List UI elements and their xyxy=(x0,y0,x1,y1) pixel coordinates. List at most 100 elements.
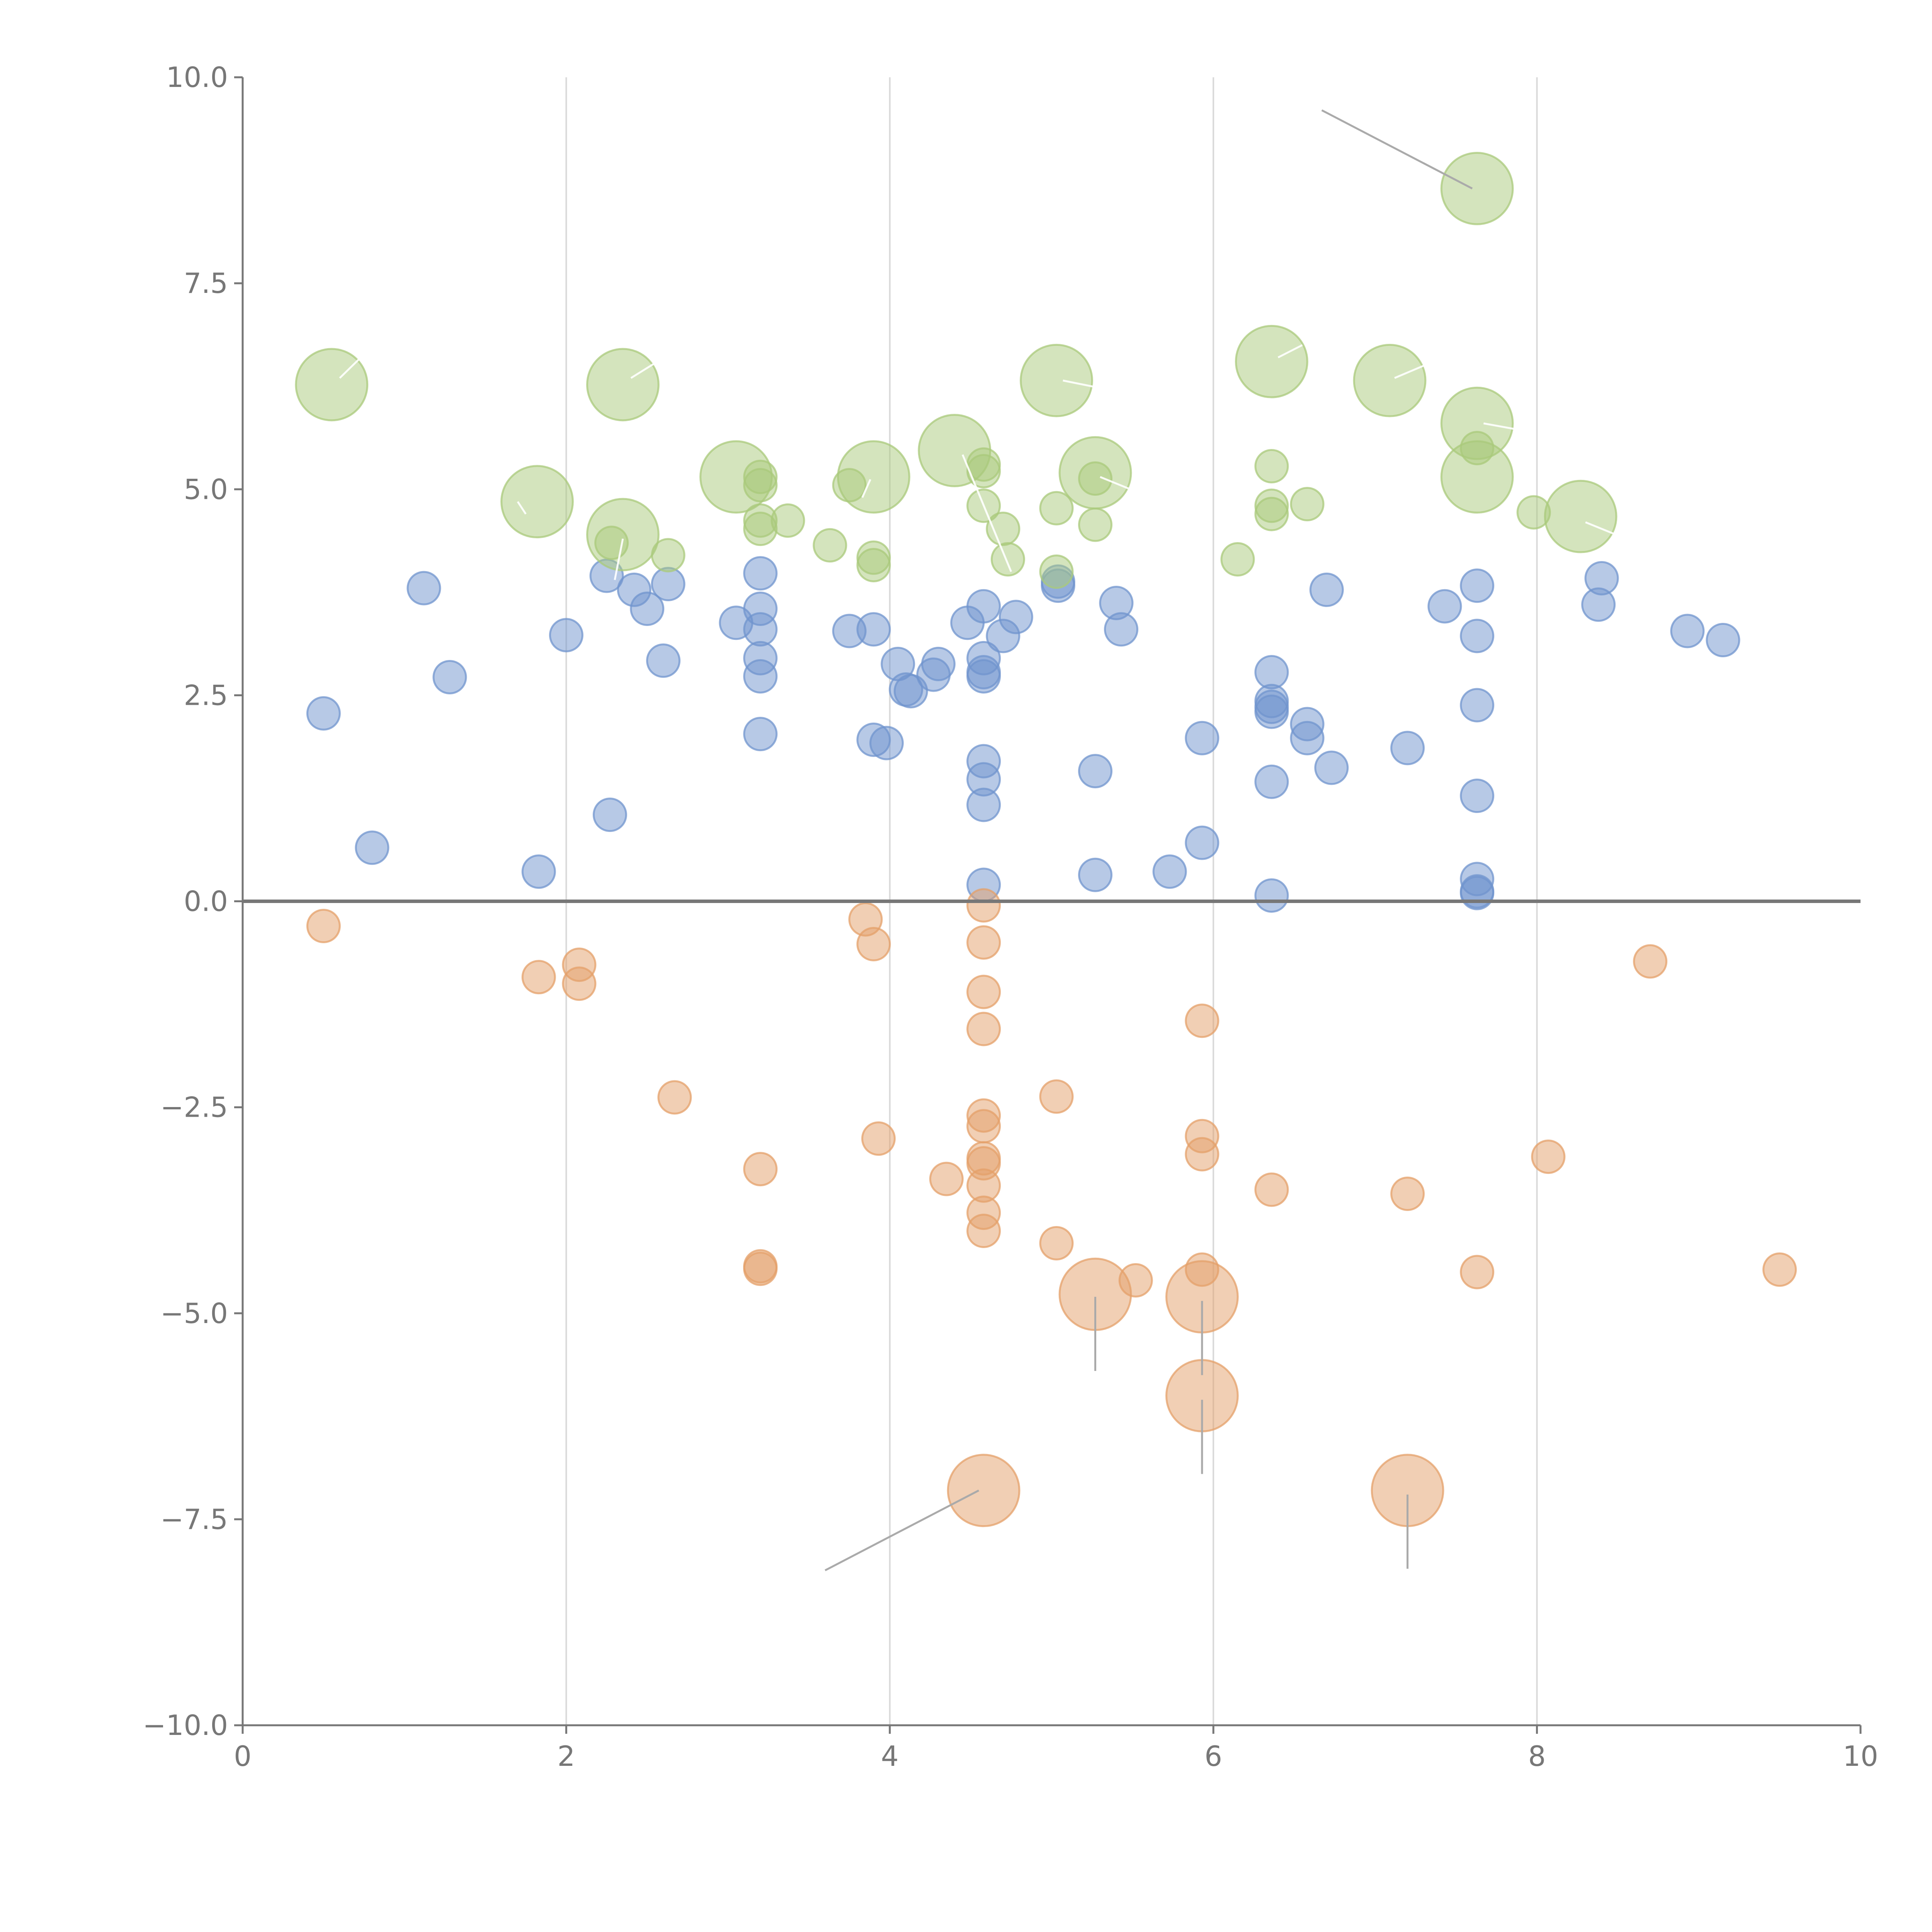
y-tick-label: 5.0 xyxy=(184,473,228,505)
data-point-blue xyxy=(1427,589,1462,624)
annotation-leader-line xyxy=(825,1490,980,1571)
data-point-orange xyxy=(1460,1255,1495,1289)
data-point-orange xyxy=(1390,1177,1425,1211)
data-point-blue xyxy=(1460,568,1495,603)
data-point-green xyxy=(1220,542,1255,577)
data-point-green xyxy=(1353,344,1427,417)
data-point-orange xyxy=(966,1214,1001,1248)
data-point-blue xyxy=(743,659,778,694)
y-tick-label: 7.5 xyxy=(184,267,228,299)
data-point-blue xyxy=(432,660,467,694)
series-green xyxy=(295,151,1617,589)
series-blue xyxy=(306,556,1740,913)
data-point-blue xyxy=(1254,694,1289,729)
data-point-orange xyxy=(1185,1003,1219,1038)
y-tick-label: −7.5 xyxy=(160,1503,228,1536)
y-tick-label: 0.0 xyxy=(184,885,228,918)
data-point-orange xyxy=(1254,1172,1289,1207)
x-tick-label: 0 xyxy=(234,1740,252,1772)
data-point-orange xyxy=(1039,1079,1074,1114)
data-point-green xyxy=(651,538,685,573)
annotation-leader-line xyxy=(1483,422,1529,433)
data-point-green xyxy=(1078,507,1113,542)
data-point-green xyxy=(295,348,369,422)
axes: 10.0 7.5 5.0 2.5 0.0 −2.5 −5.0 −7.5 −10.00 2 4 6 8 10 xyxy=(143,61,1878,1772)
data-point-green xyxy=(1039,554,1074,589)
data-point-blue xyxy=(1185,825,1219,860)
data-point-blue xyxy=(1254,764,1289,799)
x-tick-label: 2 xyxy=(557,1740,575,1772)
data-point-green xyxy=(1254,497,1289,531)
series-orange xyxy=(306,888,1797,1527)
data-point-orange xyxy=(1531,1139,1566,1174)
data-point-blue xyxy=(743,556,778,591)
annotation-leader-line xyxy=(517,501,527,515)
data-point-green xyxy=(1020,344,1093,417)
data-point-blue xyxy=(1460,619,1495,653)
data-point-blue xyxy=(743,612,778,647)
annotation-leader-line xyxy=(1063,379,1141,397)
y-tick-label: 2.5 xyxy=(184,679,228,711)
data-point-blue xyxy=(306,696,341,731)
annotation-leader-line xyxy=(1100,476,1141,495)
data-point-orange xyxy=(966,1109,1001,1144)
data-point-blue xyxy=(998,600,1033,634)
data-point-orange xyxy=(966,1012,1001,1046)
y-tick-label: 10.0 xyxy=(166,61,228,94)
annotation-leader-line xyxy=(1277,344,1303,359)
data-point-blue xyxy=(1078,857,1113,892)
data-point-orange xyxy=(743,1252,778,1286)
data-point-blue xyxy=(1254,878,1289,913)
data-point-blue xyxy=(521,854,556,889)
data-point-orange xyxy=(562,966,597,1001)
data-point-orange xyxy=(966,925,1001,960)
y-tick-label: −2.5 xyxy=(160,1091,228,1124)
data-point-green xyxy=(500,465,574,539)
data-point-orange xyxy=(306,908,341,943)
data-point-orange xyxy=(743,1152,778,1187)
data-point-blue xyxy=(355,830,389,865)
data-point-blue xyxy=(1460,688,1495,723)
data-point-blue xyxy=(1390,731,1425,765)
data-point-green xyxy=(813,528,847,563)
data-point-blue xyxy=(1290,721,1325,755)
data-point-orange xyxy=(1762,1252,1797,1287)
annotation-leader-line xyxy=(614,538,624,580)
data-point-blue xyxy=(646,643,681,678)
data-point-blue xyxy=(966,787,1001,822)
data-point-green xyxy=(1460,431,1495,466)
data-point-blue xyxy=(966,659,1001,694)
data-point-blue xyxy=(966,589,1001,624)
data-point-orange xyxy=(1118,1263,1153,1298)
data-point-orange xyxy=(521,960,556,995)
annotation-leader-line xyxy=(630,359,661,379)
data-point-blue xyxy=(1584,561,1619,596)
data-point-orange xyxy=(856,927,891,961)
data-point-blue xyxy=(651,566,685,601)
data-point-blue xyxy=(1706,622,1740,657)
data-point-green xyxy=(743,468,778,503)
data-point-orange xyxy=(966,975,1001,1009)
data-point-blue xyxy=(1254,655,1289,690)
data-point-green xyxy=(770,503,805,538)
data-point-blue xyxy=(1185,721,1219,755)
x-tick-label: 10 xyxy=(1843,1740,1878,1772)
data-point-orange xyxy=(966,888,1001,923)
data-point-orange xyxy=(947,1454,1020,1527)
x-tick-label: 8 xyxy=(1528,1740,1546,1772)
data-point-green xyxy=(586,348,660,422)
data-point-blue xyxy=(1460,876,1495,910)
data-point-blue xyxy=(921,646,956,681)
data-point-blue xyxy=(869,726,904,760)
x-tick-label: 6 xyxy=(1204,1740,1222,1772)
data-point-green xyxy=(856,548,891,582)
data-point-blue xyxy=(1078,754,1113,789)
data-point-green xyxy=(1235,325,1308,398)
leader-lines xyxy=(339,109,1626,1571)
plot-area xyxy=(243,151,1861,1527)
y-tick-label: −5.0 xyxy=(160,1297,228,1330)
data-point-blue xyxy=(1152,854,1187,889)
data-point-orange xyxy=(1039,1226,1074,1260)
data-point-green xyxy=(990,542,1025,577)
